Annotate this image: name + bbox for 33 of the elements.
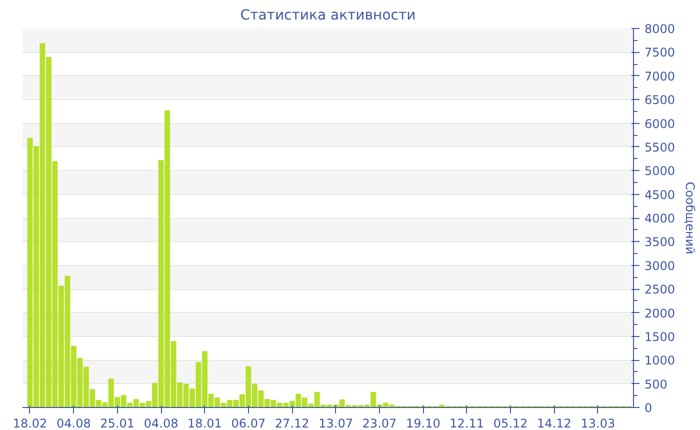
x-tick-label: 12.11: [450, 416, 484, 430]
y-tick-label: 3500: [644, 235, 676, 250]
y-tick-label: 3000: [644, 258, 676, 273]
y-tick-label: 2000: [644, 306, 676, 320]
x-tick-label: 18.02: [12, 416, 48, 430]
y-tick-label: 2500: [644, 282, 676, 297]
y-tick-label: 7500: [644, 46, 676, 60]
y-tick-label: 1000: [644, 354, 676, 368]
y-tick-label: 0: [644, 401, 652, 415]
x-tick-label: 04.08: [144, 416, 178, 430]
y-tick-label: 5000: [644, 164, 676, 178]
x-tick-label: 23.07: [362, 416, 397, 430]
x-tick-label: 25.01: [100, 416, 135, 430]
x-tick-label: 13.07: [318, 416, 353, 430]
x-tick-label: 06.07: [231, 416, 266, 430]
y-tick-label: 5500: [644, 140, 676, 154]
chart-title: Статистика активности: [240, 8, 416, 24]
x-tick-label: 18.01: [188, 416, 222, 430]
y-tick-label: 8000: [644, 22, 676, 36]
x-tick-label: 04.08: [56, 416, 91, 430]
x-tick-label: 13.03: [580, 416, 616, 430]
y-tick-label: 4000: [644, 212, 676, 226]
x-tick-label: 05.12: [493, 416, 528, 430]
y-tick-label: 7000: [644, 69, 676, 84]
y-axis-title: Сообщений: [683, 182, 698, 254]
x-tick-label: 27.12: [274, 416, 310, 430]
y-tick-label: 4500: [644, 188, 676, 202]
y-tick-label: 6500: [644, 93, 676, 108]
x-tick-label: 19.10: [406, 416, 440, 430]
y-tick-label: 1500: [644, 330, 676, 344]
x-tick-label: 14.12: [537, 416, 572, 430]
y-tick-label: 500: [644, 377, 668, 392]
y-tick-label: 6000: [644, 116, 676, 131]
